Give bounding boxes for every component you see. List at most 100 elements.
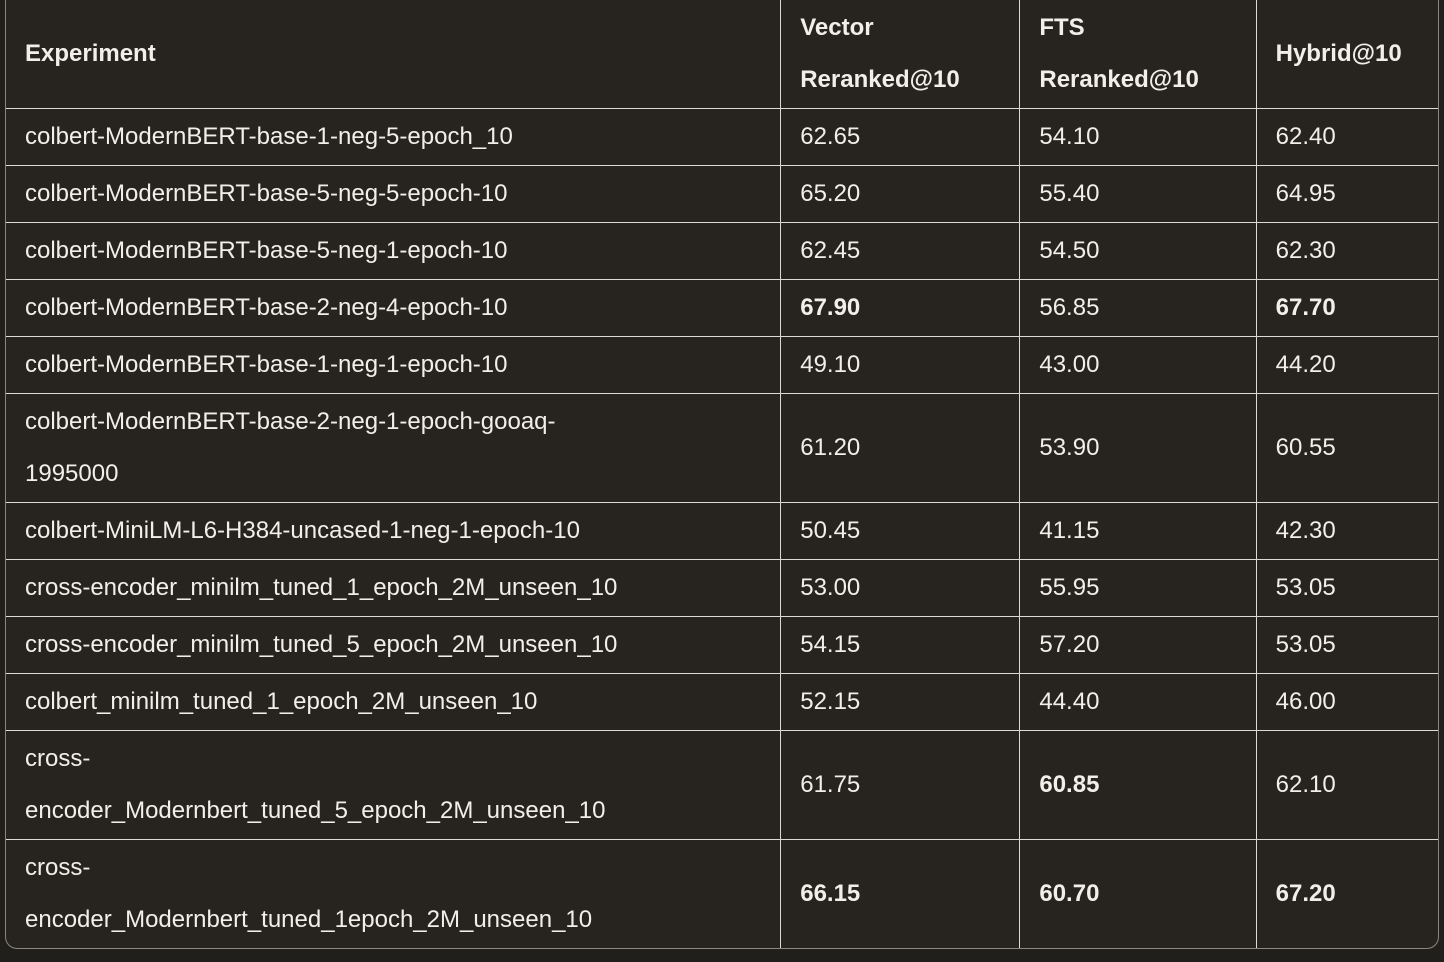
metric-cell: 62.45 [780,222,1021,280]
metric-value: 54.10 [1039,123,1100,150]
metric-value: 62.30 [1275,237,1336,264]
metric-value: 61.20 [800,434,861,461]
metric-value: 54.15 [800,631,861,658]
table-row: cross-encoder_Modernbert_tuned_5_epoch_2… [6,730,1438,840]
metric-value: 52.15 [800,688,861,715]
table-row: cross-encoder_Modernbert_tuned_1epoch_2M… [6,839,1438,949]
metric-cell: 44.40 [1019,673,1257,731]
table-row: colbert-MiniLM-L6-H384-uncased-1-neg-1-e… [6,502,1438,560]
table-row: colbert_minilm_tuned_1_epoch_2M_unseen_1… [6,673,1438,731]
metric-value: 41.15 [1039,517,1100,544]
column-header-fts-reranked: FTS Reranked@10 [1019,0,1257,109]
metric-cell: 62.40 [1256,108,1438,166]
metric-cell: 54.50 [1019,222,1257,280]
metric-value: 67.70 [1275,294,1336,321]
column-header-label: Vector Reranked@10 [800,14,960,93]
column-header-hybrid: Hybrid@10 [1256,0,1438,109]
experiment-name: cross-encoder_Modernbert_tuned_5_epoch_2… [25,745,606,824]
metric-value: 55.95 [1039,574,1100,601]
metric-cell: 61.20 [780,393,1021,503]
metric-cell: 65.20 [780,165,1021,223]
experiment-cell: colbert-MiniLM-L6-H384-uncased-1-neg-1-e… [6,502,782,560]
metric-cell: 67.70 [1256,279,1438,337]
metric-value: 62.45 [800,237,861,264]
experiment-name: colbert_minilm_tuned_1_epoch_2M_unseen_1… [25,688,538,715]
metric-value: 67.90 [800,294,861,321]
metric-value: 53.00 [800,574,861,601]
table-row: colbert-ModernBERT-base-2-neg-4-epoch-10… [6,279,1438,337]
metric-value: 66.15 [800,880,861,907]
experiment-name: colbert-ModernBERT-base-5-neg-5-epoch-10 [25,180,508,207]
metric-value: 43.00 [1039,351,1100,378]
metric-cell: 54.15 [780,616,1021,674]
experiment-cell: cross-encoder_minilm_tuned_5_epoch_2M_un… [6,616,782,674]
results-table: Experiment Vector Reranked@10 FTS Rerank… [6,0,1438,948]
metric-cell: 46.00 [1256,673,1438,731]
table-row: cross-encoder_minilm_tuned_5_epoch_2M_un… [6,616,1438,674]
experiment-name: colbert-ModernBERT-base-2-neg-4-epoch-10 [25,294,508,321]
metric-cell: 53.90 [1019,393,1257,503]
experiment-cell: colbert-ModernBERT-base-2-neg-1-epoch-go… [6,393,782,503]
metric-cell: 67.20 [1256,840,1438,949]
metric-value: 44.20 [1275,351,1336,378]
metric-cell: 62.65 [780,108,1021,166]
metric-cell: 55.95 [1019,559,1257,617]
header-row: Experiment Vector Reranked@10 FTS Rerank… [6,0,1438,109]
table-row: colbert-ModernBERT-base-2-neg-1-epoch-go… [6,393,1438,503]
metric-cell: 43.00 [1019,336,1257,394]
metric-cell: 61.75 [780,730,1021,840]
metric-cell: 53.05 [1256,559,1438,617]
metric-cell: 62.10 [1256,730,1438,840]
metric-cell: 64.95 [1256,165,1438,223]
results-table-card: Experiment Vector Reranked@10 FTS Rerank… [5,0,1439,949]
experiment-cell: colbert_minilm_tuned_1_epoch_2M_unseen_1… [6,673,782,731]
experiment-name: colbert-ModernBERT-base-2-neg-1-epoch-go… [25,408,556,487]
experiment-cell: colbert-ModernBERT-base-1-neg-5-epoch_10 [6,108,782,166]
metric-value: 54.50 [1039,237,1100,264]
metric-value: 55.40 [1039,180,1100,207]
table-body: colbert-ModernBERT-base-1-neg-5-epoch_10… [6,108,1438,949]
metric-value: 60.70 [1039,880,1100,907]
table-row: colbert-ModernBERT-base-1-neg-1-epoch-10… [6,336,1438,394]
experiment-cell: colbert-ModernBERT-base-5-neg-5-epoch-10 [6,165,782,223]
column-header-label: Hybrid@10 [1275,40,1402,67]
metric-cell: 60.55 [1256,393,1438,503]
metric-value: 53.90 [1039,434,1100,461]
column-header-vector-reranked: Vector Reranked@10 [780,0,1021,109]
metric-value: 53.05 [1275,631,1336,658]
metric-value: 60.85 [1039,771,1100,798]
metric-cell: 62.30 [1256,222,1438,280]
experiment-cell: cross-encoder_Modernbert_tuned_1epoch_2M… [6,839,782,948]
metric-cell: 54.10 [1019,108,1257,166]
metric-value: 61.75 [800,771,861,798]
metric-value: 64.95 [1275,180,1336,207]
metric-value: 42.30 [1275,517,1336,544]
metric-cell: 41.15 [1019,502,1257,560]
metric-value: 62.65 [800,123,861,150]
metric-cell: 53.00 [780,559,1021,617]
metric-value: 60.55 [1275,434,1336,461]
metric-cell: 66.15 [780,839,1021,948]
metric-cell: 60.70 [1019,839,1257,948]
experiment-name: colbert-ModernBERT-base-1-neg-1-epoch-10 [25,351,508,378]
experiment-cell: cross-encoder_Modernbert_tuned_5_epoch_2… [6,730,782,840]
metric-value: 46.00 [1275,688,1336,715]
experiment-name: cross-encoder_minilm_tuned_5_epoch_2M_un… [25,631,618,658]
metric-cell: 56.85 [1019,279,1257,337]
experiment-name: colbert-ModernBERT-base-1-neg-5-epoch_10 [25,123,513,150]
metric-cell: 60.85 [1019,730,1257,840]
column-header-experiment: Experiment [6,0,782,109]
metric-value: 62.10 [1275,771,1336,798]
metric-cell: 55.40 [1019,165,1257,223]
metric-value: 57.20 [1039,631,1100,658]
metric-cell: 57.20 [1019,616,1257,674]
column-header-label: FTS Reranked@10 [1039,14,1199,93]
metric-value: 50.45 [800,517,861,544]
table-row: colbert-ModernBERT-base-1-neg-5-epoch_10… [6,108,1438,166]
column-header-label: Experiment [25,40,156,67]
experiment-cell: colbert-ModernBERT-base-1-neg-1-epoch-10 [6,336,782,394]
metric-value: 67.20 [1275,880,1336,907]
table-row: colbert-ModernBERT-base-5-neg-1-epoch-10… [6,222,1438,280]
metric-cell: 52.15 [780,673,1021,731]
experiment-cell: colbert-ModernBERT-base-2-neg-4-epoch-10 [6,279,782,337]
